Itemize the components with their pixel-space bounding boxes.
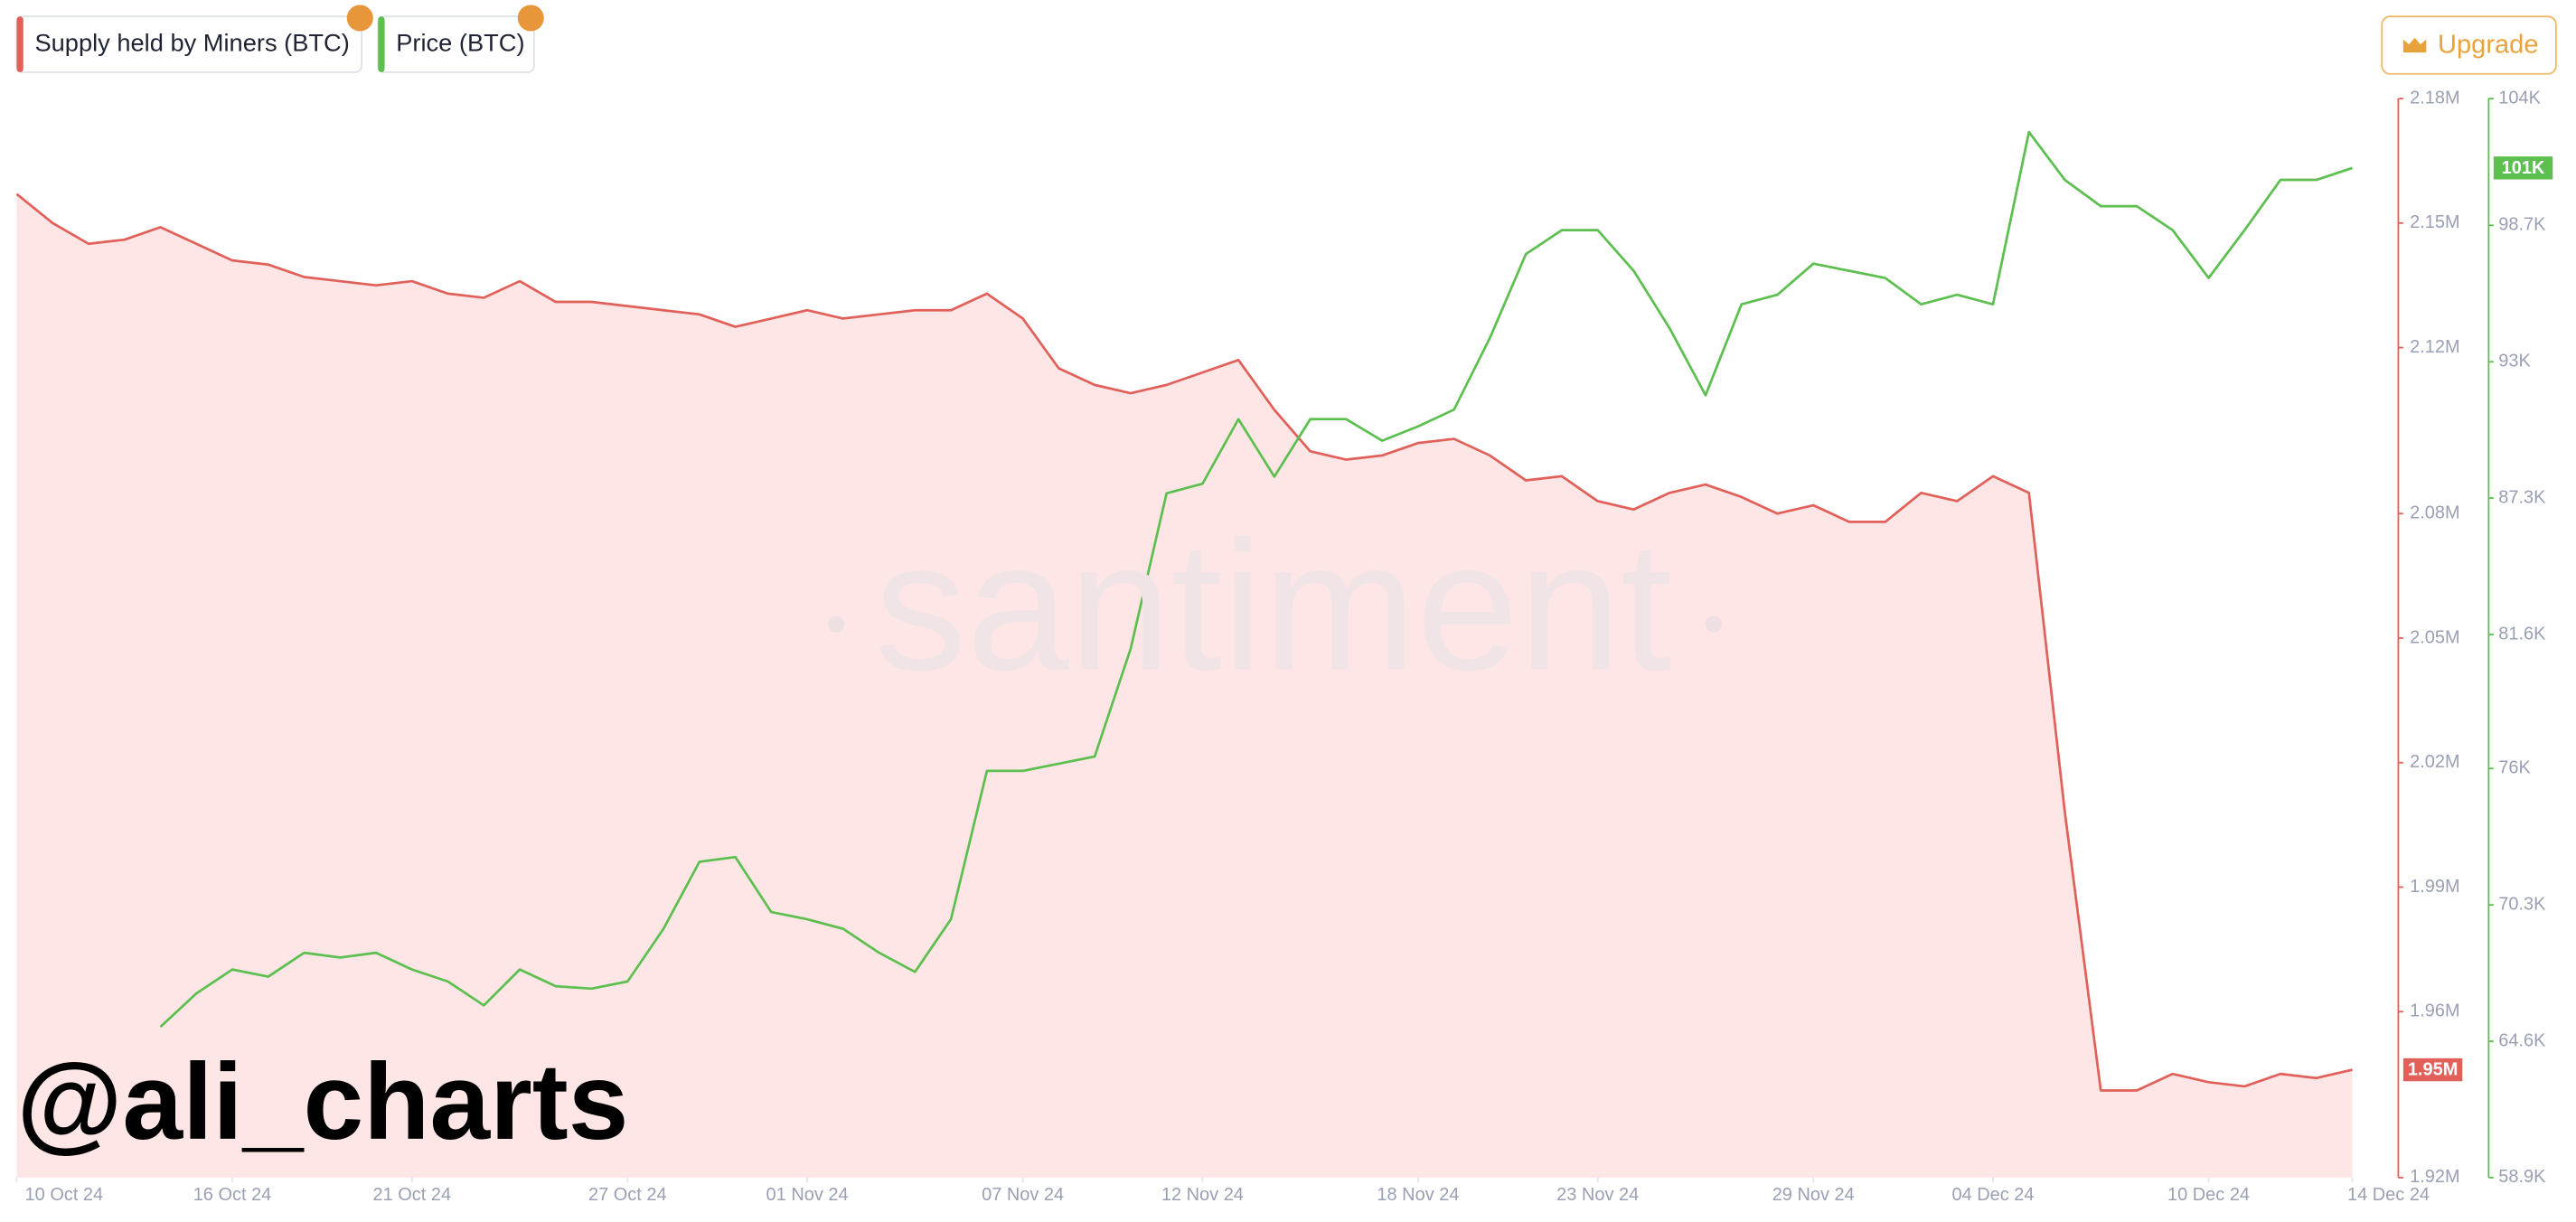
last-value-badge: [2493, 156, 2553, 180]
coin-icon: [346, 5, 373, 32]
y-tick-label: 2.02M: [2410, 752, 2459, 772]
last-value-label: 1.95M: [2408, 1060, 2458, 1080]
legend: Supply held by Miners (BTC) Price (BTC): [15, 5, 544, 73]
y2-tick-label: 58.9K: [2498, 1167, 2546, 1187]
y-tick-label: 2.12M: [2410, 337, 2459, 357]
watermark-dot: [1705, 616, 1722, 633]
y2-tick-label: 81.6K: [2498, 624, 2546, 644]
last-value-badge: [2402, 1058, 2463, 1082]
x-tick-label: 01 Nov 24: [766, 1185, 849, 1205]
upgrade-label: Upgrade: [2438, 31, 2538, 60]
x-tick-label: 14 Dec 24: [2347, 1185, 2430, 1205]
x-tick-label: 21 Oct 24: [372, 1185, 451, 1205]
watermark-dot: [828, 616, 845, 633]
legend-label: Supply held by Miners (BTC): [34, 28, 349, 56]
x-tick-label: 04 Dec 24: [1951, 1185, 2034, 1205]
series-line: [15, 193, 2353, 1092]
coin-icon: [517, 5, 544, 32]
y-tick-label: 2.15M: [2410, 212, 2459, 232]
y2-tick-label: 70.3K: [2498, 894, 2546, 914]
legend-label: Price (BTC): [396, 28, 524, 56]
y2-tick-label: 104K: [2498, 88, 2541, 108]
watermark: santiment: [874, 504, 1671, 710]
y-tick-label: 2.18M: [2410, 88, 2459, 108]
y-tick-label: 2.05M: [2410, 627, 2459, 647]
legend-swatch: [378, 16, 385, 72]
y-tick-label: 1.92M: [2410, 1167, 2459, 1187]
upgrade-button[interactable]: [2381, 15, 2557, 75]
credit: @ali_charts: [16, 1041, 628, 1162]
y2-tick-label: 98.7K: [2498, 215, 2546, 235]
x-tick-label: 07 Nov 24: [982, 1185, 1064, 1205]
y2-tick-label: 64.6K: [2498, 1030, 2546, 1050]
x-tick-label: 10 Oct 24: [25, 1185, 104, 1205]
x-tick-label: 12 Nov 24: [1161, 1185, 1244, 1205]
y-tick-label: 1.99M: [2410, 877, 2459, 897]
plot-area: [15, 130, 2353, 1178]
y-tick-label: 2.08M: [2410, 503, 2459, 523]
x-tick-label: 16 Oct 24: [193, 1185, 272, 1205]
y-tick-label: 1.96M: [2410, 1001, 2459, 1021]
last-value-label: 101K: [2502, 158, 2545, 178]
y2-tick-label: 93K: [2498, 352, 2531, 371]
x-tick-label: 18 Nov 24: [1377, 1185, 1459, 1205]
x-tick-label: 23 Nov 24: [1556, 1185, 1639, 1205]
series-line: [159, 130, 2353, 1029]
y2-tick-label: 76K: [2498, 758, 2531, 778]
x-tick-label: 10 Dec 24: [2167, 1185, 2250, 1205]
legend-swatch: [16, 16, 24, 72]
y2-tick-label: 87.3K: [2498, 487, 2546, 507]
x-tick-label: 27 Oct 24: [588, 1185, 667, 1205]
series-area: [16, 193, 2353, 1178]
x-tick-label: 29 Nov 24: [1772, 1185, 1855, 1205]
crown-icon: [2402, 37, 2427, 53]
